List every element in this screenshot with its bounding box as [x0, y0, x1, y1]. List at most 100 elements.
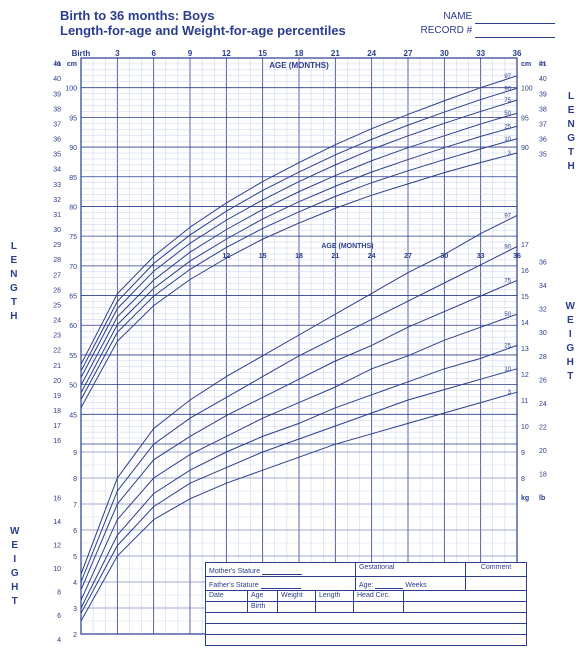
weeks-label: Weeks: [405, 582, 426, 589]
svg-text:18: 18: [295, 253, 303, 260]
svg-text:12: 12: [222, 49, 231, 58]
svg-text:50: 50: [504, 312, 511, 318]
data-cell[interactable]: [278, 602, 316, 612]
svg-text:26: 26: [53, 287, 61, 294]
mother-stature-field[interactable]: [262, 564, 302, 575]
svg-text:28: 28: [539, 354, 547, 361]
svg-text:AGE (MONTHS): AGE (MONTHS): [321, 243, 373, 250]
svg-text:36: 36: [513, 253, 521, 260]
svg-text:36: 36: [539, 137, 547, 144]
svg-text:8: 8: [73, 476, 77, 483]
svg-text:50: 50: [504, 111, 511, 117]
svg-text:4: 4: [57, 637, 61, 644]
svg-text:10: 10: [521, 424, 529, 431]
svg-text:60: 60: [69, 323, 77, 330]
comment-cell[interactable]: [404, 602, 526, 612]
name-field[interactable]: [475, 13, 555, 24]
svg-text:90: 90: [521, 145, 529, 152]
svg-text:36: 36: [539, 259, 547, 266]
empty-row[interactable]: [206, 613, 526, 623]
svg-text:9: 9: [521, 450, 525, 457]
svg-text:24: 24: [367, 49, 376, 58]
svg-text:15: 15: [259, 253, 267, 260]
svg-text:7: 7: [73, 502, 77, 509]
svg-text:3: 3: [73, 606, 77, 613]
svg-text:36: 36: [53, 137, 61, 144]
svg-text:97: 97: [504, 74, 511, 80]
svg-text:3: 3: [508, 390, 512, 396]
svg-text:8: 8: [57, 590, 61, 597]
record-table: Mother's Stature Gestational Comment Fat…: [205, 562, 527, 646]
col-header: Head Circ.: [354, 591, 404, 601]
data-cell[interactable]: [316, 602, 354, 612]
svg-text:25: 25: [504, 124, 511, 130]
svg-text:in: in: [55, 61, 61, 68]
svg-text:15: 15: [521, 294, 529, 301]
father-stature-label: Father's Stature: [209, 582, 259, 589]
svg-text:12: 12: [53, 542, 61, 549]
svg-text:16: 16: [53, 495, 61, 502]
svg-text:34: 34: [53, 167, 61, 174]
svg-text:25: 25: [53, 302, 61, 309]
svg-text:35: 35: [539, 152, 547, 159]
svg-text:15: 15: [258, 49, 267, 58]
data-cell[interactable]: [206, 602, 248, 612]
svg-text:13: 13: [521, 346, 529, 353]
chart-area: Birth369121518212427303336AGE (MONTHS)12…: [45, 44, 553, 650]
name-label: NAME: [443, 11, 472, 22]
svg-text:22: 22: [53, 348, 61, 355]
data-cell[interactable]: [354, 602, 404, 612]
svg-text:18: 18: [539, 472, 547, 479]
svg-text:32: 32: [539, 307, 547, 314]
svg-text:24: 24: [539, 401, 547, 408]
svg-text:95: 95: [69, 115, 77, 122]
svg-text:9: 9: [73, 450, 77, 457]
svg-text:29: 29: [53, 242, 61, 249]
svg-text:3: 3: [115, 49, 120, 58]
data-cell[interactable]: Birth: [248, 602, 278, 612]
comment-cell[interactable]: [466, 577, 526, 590]
svg-text:45: 45: [69, 412, 77, 419]
svg-text:11: 11: [521, 398, 528, 405]
svg-text:5: 5: [73, 554, 77, 561]
empty-row[interactable]: [206, 624, 526, 634]
svg-text:24: 24: [368, 253, 376, 260]
comment-header: Comment: [466, 563, 526, 576]
svg-text:cm: cm: [521, 61, 531, 68]
empty-row[interactable]: [206, 635, 526, 645]
svg-text:kg: kg: [521, 495, 529, 502]
svg-text:30: 30: [539, 330, 547, 337]
svg-text:80: 80: [69, 204, 77, 211]
svg-text:17: 17: [53, 423, 61, 430]
svg-text:90: 90: [504, 245, 511, 251]
svg-text:32: 32: [53, 197, 61, 204]
father-stature-field[interactable]: [261, 578, 301, 589]
svg-text:90: 90: [504, 86, 511, 92]
svg-text:24: 24: [53, 318, 61, 325]
gest-age-field[interactable]: [375, 578, 403, 589]
svg-text:85: 85: [69, 175, 77, 182]
svg-text:19: 19: [53, 393, 61, 400]
svg-text:70: 70: [69, 264, 77, 271]
svg-text:16: 16: [53, 438, 61, 445]
growth-chart-svg: Birth369121518212427303336AGE (MONTHS)12…: [45, 44, 553, 650]
svg-text:6: 6: [151, 49, 156, 58]
svg-text:55: 55: [69, 353, 77, 360]
svg-text:97: 97: [504, 213, 511, 219]
svg-text:95: 95: [521, 115, 529, 122]
svg-text:28: 28: [53, 257, 61, 264]
svg-text:36: 36: [513, 49, 522, 58]
svg-text:33: 33: [53, 182, 61, 189]
svg-text:14: 14: [53, 519, 61, 526]
right-length-label: LENGTH: [567, 90, 577, 174]
svg-text:30: 30: [440, 49, 449, 58]
svg-text:21: 21: [331, 49, 340, 58]
svg-text:20: 20: [53, 378, 61, 385]
svg-text:39: 39: [53, 91, 61, 98]
svg-text:3: 3: [508, 151, 512, 157]
svg-text:6: 6: [73, 528, 77, 535]
svg-text:23: 23: [53, 333, 61, 340]
svg-text:33: 33: [477, 253, 485, 260]
svg-text:8: 8: [521, 476, 525, 483]
record-field[interactable]: [475, 27, 555, 38]
